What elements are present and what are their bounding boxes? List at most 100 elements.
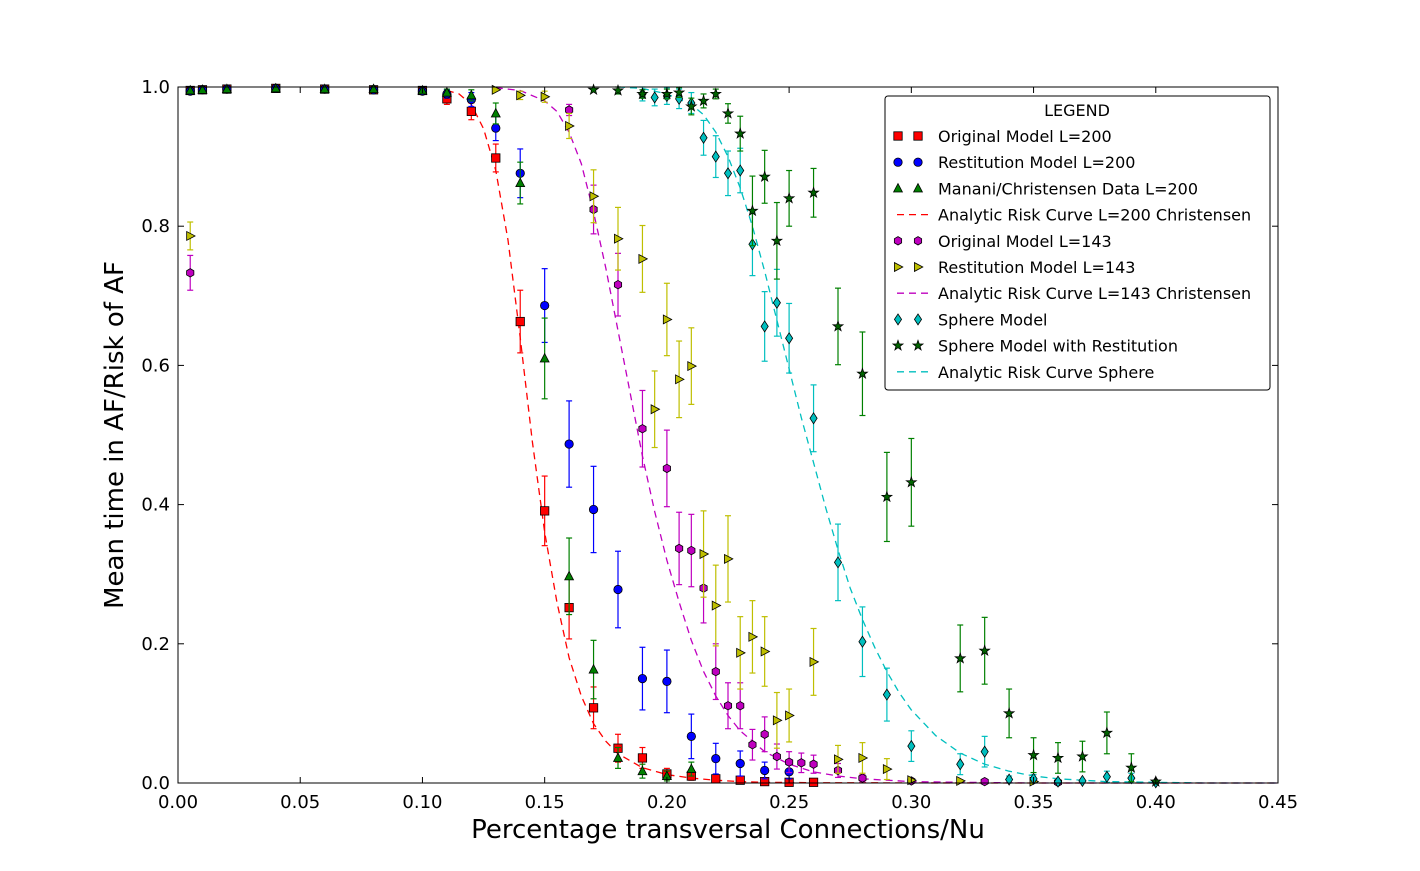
data-point <box>736 701 745 711</box>
legend-entry: Original Model L=200 <box>893 127 1112 146</box>
data-point <box>491 84 502 95</box>
data-point <box>270 82 281 93</box>
data-point <box>724 553 734 564</box>
legend-label: Restitution Model L=200 <box>938 153 1135 172</box>
data-point <box>834 754 844 765</box>
legend-entry: Restitution Model L=143 <box>894 258 1135 277</box>
data-point <box>660 87 674 100</box>
data-point <box>831 319 845 332</box>
legend-entry: Analytic Risk Curve L=200 Christensen <box>897 206 1251 225</box>
data-point <box>760 320 769 333</box>
plot-frame <box>177 86 1279 784</box>
data-point <box>711 150 720 163</box>
data-point <box>772 751 781 762</box>
data-point <box>699 548 710 560</box>
data-point <box>687 545 696 556</box>
data-point <box>699 131 708 144</box>
legend-marker-swatch <box>893 157 903 167</box>
series-0 <box>185 83 819 787</box>
data-point <box>637 765 648 776</box>
data-point <box>1125 761 1138 773</box>
data-point <box>723 701 733 711</box>
data-point <box>1051 751 1065 764</box>
data-point <box>880 490 894 503</box>
legend-entry: Restitution Model L=200 <box>893 153 1135 172</box>
data-point <box>956 775 966 786</box>
data-point <box>1078 774 1087 788</box>
legend-marker-swatch <box>913 236 923 246</box>
legend-label: Sphere Model <box>938 310 1048 329</box>
series-1 <box>185 83 794 780</box>
y-axis-label: Mean time in AF/Risk of AF <box>100 261 130 609</box>
data-point <box>980 776 989 787</box>
data-point <box>662 676 672 686</box>
data-point <box>612 752 624 762</box>
legend-label: Original Model L=200 <box>938 127 1112 146</box>
legend-box <box>884 95 1271 391</box>
data-point <box>686 731 696 741</box>
data-point <box>588 703 599 713</box>
legend-marker-swatch <box>913 157 923 167</box>
data-point <box>185 84 196 95</box>
data-point <box>697 94 710 107</box>
data-point <box>711 754 721 764</box>
data-point <box>736 647 746 658</box>
data-point <box>441 86 452 97</box>
data-point <box>809 412 818 425</box>
data-point <box>466 89 477 100</box>
data-point <box>662 463 671 474</box>
data-point <box>858 635 867 648</box>
x-tick-label: 0.25 <box>769 792 809 813</box>
data-point <box>954 651 967 664</box>
data-point <box>758 170 771 183</box>
data-point <box>466 106 476 116</box>
data-point <box>650 91 659 104</box>
data-point <box>613 280 623 290</box>
legend-label: Original Model L=143 <box>938 232 1112 251</box>
data-point <box>833 556 843 569</box>
data-point <box>565 120 575 132</box>
data-point <box>197 84 208 94</box>
x-tick-label: 0.00 <box>158 792 198 813</box>
data-point <box>638 253 649 264</box>
data-point <box>772 715 783 726</box>
data-point <box>1053 775 1063 788</box>
series-9 <box>617 86 1278 784</box>
legend-entry: Manani/Christensen Data L=200 <box>892 179 1198 198</box>
data-point <box>675 543 684 554</box>
data-point <box>858 773 867 783</box>
data-point <box>515 316 525 327</box>
legend-entry: Sphere Model <box>893 310 1048 329</box>
series-4 <box>186 103 1063 787</box>
data-point <box>564 439 574 449</box>
legend-marker-swatch <box>914 261 924 273</box>
data-point <box>956 758 965 771</box>
y-tick-label: 0.6 <box>141 355 170 376</box>
legend-marker-swatch <box>911 339 925 351</box>
data-point <box>1076 750 1089 762</box>
data-point <box>748 740 757 750</box>
analytic-curve <box>495 87 1278 784</box>
x-tick-label: 0.05 <box>280 792 320 813</box>
data-point <box>721 106 735 119</box>
legend-label: Manani/Christensen Data L=200 <box>938 179 1198 198</box>
data-point <box>980 745 989 758</box>
data-point <box>1005 773 1014 786</box>
series-6 <box>495 87 1278 784</box>
legend-entries: Original Model L=200 Restitution Model L=… <box>891 127 1251 382</box>
y-tick-label: 1.0 <box>141 77 170 98</box>
data-point <box>978 644 991 656</box>
legend-marker-swatch <box>912 182 924 193</box>
legend-label: Analytic Risk Curve Sphere <box>938 363 1154 382</box>
data-point <box>637 673 648 684</box>
x-axis-label: Percentage transversal Connections/Nu <box>471 815 985 845</box>
data-point <box>711 774 721 784</box>
data-point <box>772 296 781 309</box>
data-point <box>882 764 893 775</box>
data-point <box>491 153 501 163</box>
data-point <box>368 83 379 94</box>
data-point <box>650 404 661 415</box>
series-5 <box>186 84 1040 787</box>
legend-marker-swatch <box>893 131 903 141</box>
data-point <box>490 107 501 118</box>
